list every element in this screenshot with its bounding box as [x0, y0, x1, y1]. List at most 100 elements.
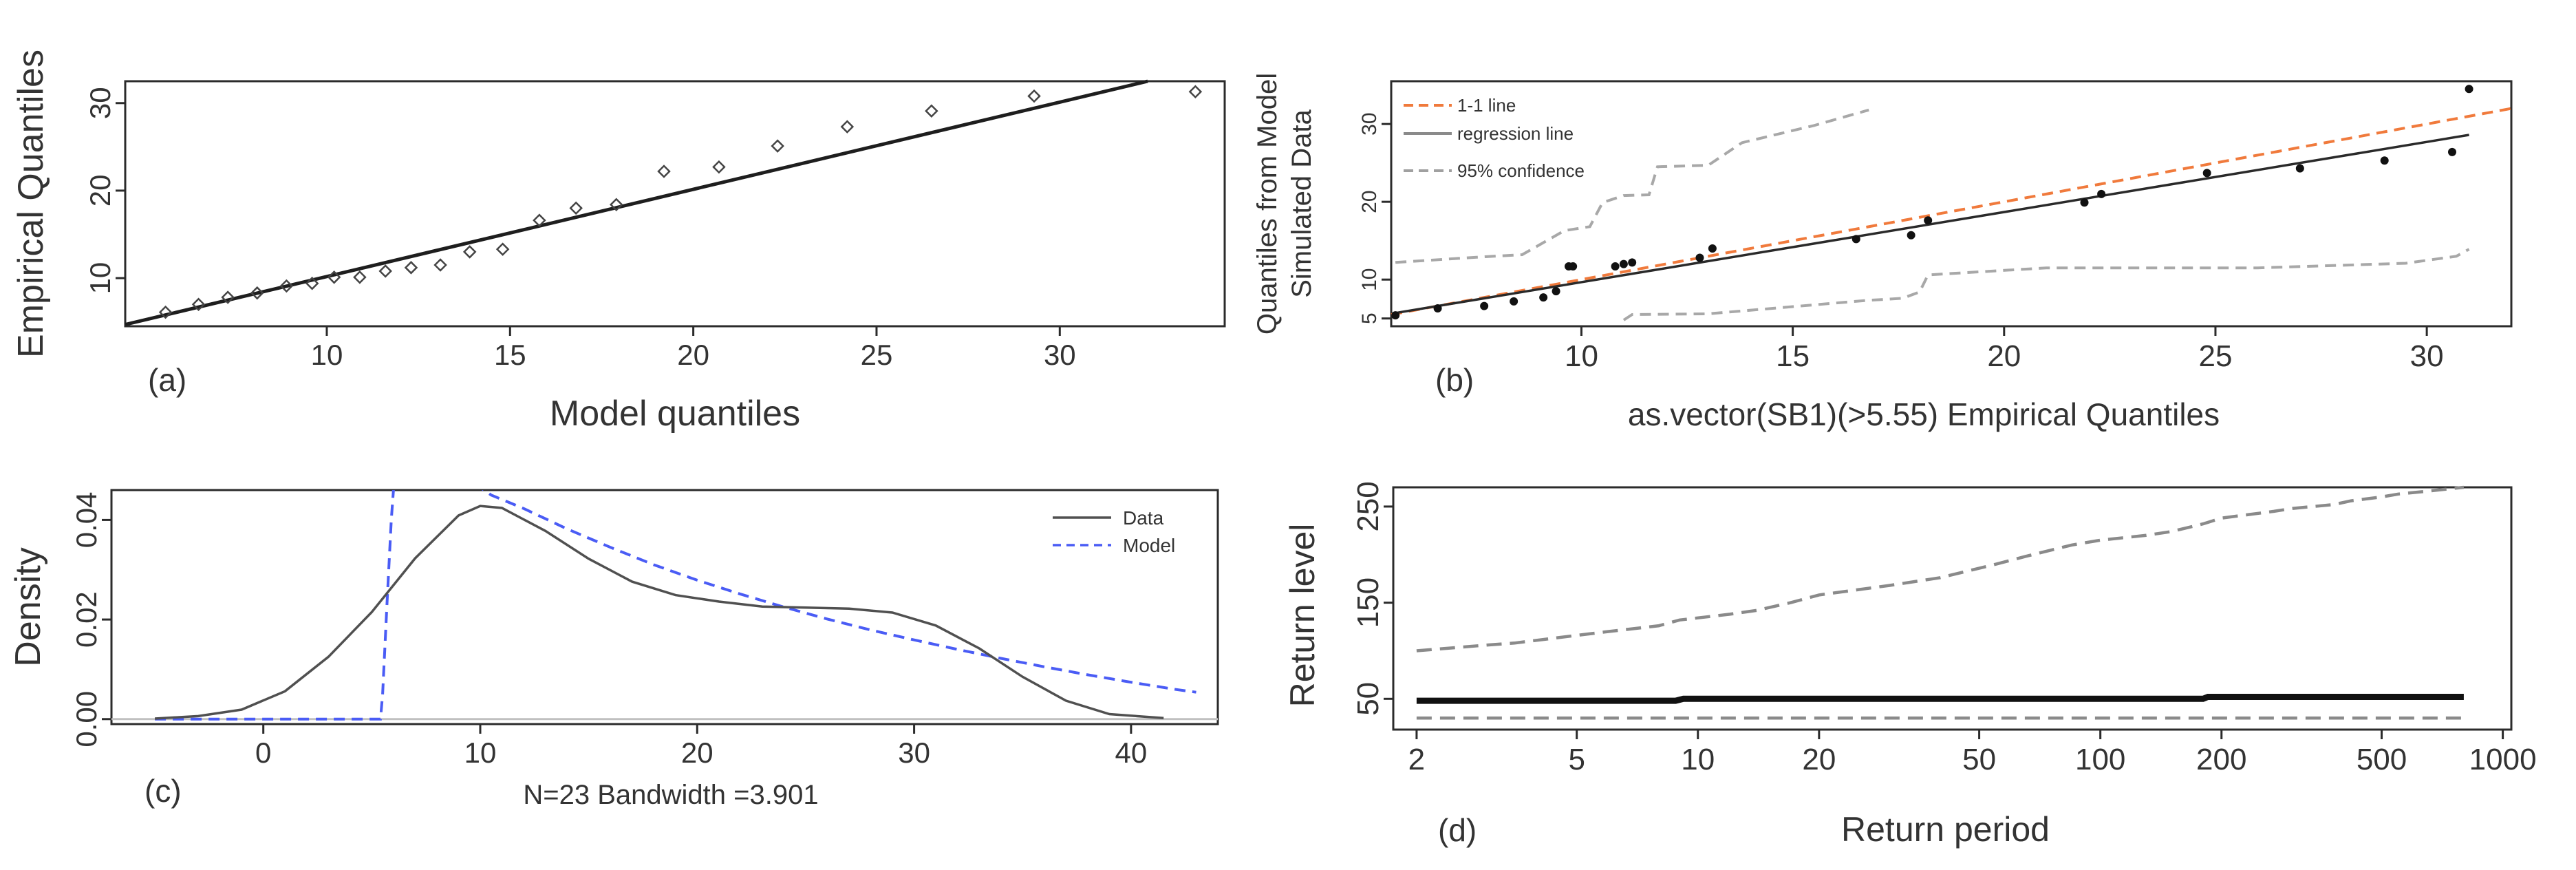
a-data-point	[279, 279, 294, 293]
c-legend-label: Data	[1123, 507, 1164, 529]
a-x-tick-label: 25	[861, 339, 893, 371]
d-x-tick-label: 200	[2196, 743, 2246, 776]
b-x-tick-label: 30	[2410, 339, 2444, 373]
b-upper-confidence-line	[1395, 108, 1869, 264]
a-y-tick-label: 20	[84, 175, 116, 207]
a-y-tick-label: 30	[84, 87, 116, 119]
c-x-axis-label: N=23 Bandwidth =3.901	[523, 780, 818, 810]
b-data-point	[1569, 262, 1578, 270]
a-data-point	[433, 258, 447, 272]
a-x-tick-label: 15	[494, 339, 526, 371]
c-x-tick-label: 10	[464, 736, 497, 769]
a-data-point	[191, 297, 206, 311]
c-x-tick-label: 20	[681, 736, 713, 769]
a-y-tick-label: 10	[84, 262, 116, 295]
b-data-point	[2380, 156, 2389, 165]
b-data-point	[1852, 235, 1860, 244]
b-data-point	[1611, 262, 1620, 270]
b-data-point	[1628, 258, 1637, 267]
b-data-point	[1480, 301, 1489, 310]
c-panel-label: (c)	[144, 773, 182, 809]
a-x-tick-label: 20	[677, 339, 709, 371]
a-x-axis-label: Model quantiles	[550, 394, 800, 434]
b-one-to-one-line	[1391, 107, 2512, 316]
panel-a-qq-plot: 10 15 20 25 30 10 20 30 (a) Model quantiles Empiri…	[11, 50, 1226, 434]
d-panel-label: (d)	[1438, 812, 1477, 848]
c-y-tick-label: 0.02	[70, 591, 103, 648]
a-data-point	[495, 242, 510, 256]
a-data-point	[610, 198, 623, 212]
a-data-point	[250, 286, 264, 300]
d-y-axis-label: Return level	[1283, 524, 1322, 708]
b-panel-label: (b)	[1435, 362, 1474, 398]
b-legend-label: regression line	[1457, 123, 1574, 144]
c-model-density-line	[155, 490, 1196, 721]
b-x-tick-label: 20	[1987, 339, 2021, 373]
b-y-tick-label: 30	[1358, 112, 1381, 135]
c-x-tick-label: 40	[1115, 736, 1148, 769]
a-panel-label: (a)	[148, 362, 186, 398]
a-fit-line	[125, 79, 1148, 326]
b-data-point	[1907, 231, 1915, 240]
b-data-point	[2465, 85, 2473, 94]
a-data-point	[771, 139, 784, 153]
b-lower-confidence-line	[1622, 248, 2470, 321]
c-y-tick-label: 0.04	[70, 492, 103, 549]
b-y-tick-label: 5	[1358, 312, 1381, 324]
d-x-axis-label: Return period	[1841, 810, 2050, 849]
d-y-tick-label: 50	[1351, 682, 1385, 716]
a-y-axis-label: Empirical Quantiles	[11, 50, 51, 358]
b-data-point	[1433, 304, 1442, 313]
a-data-point	[1027, 89, 1041, 103]
d-x-tick-label: 50	[1962, 743, 1996, 776]
d-x-tick-label: 100	[2075, 743, 2125, 776]
c-series-group	[155, 490, 1196, 721]
b-y-tick-label: 20	[1358, 190, 1381, 213]
b-legend-label: 95% confidence	[1457, 160, 1585, 181]
c-data-density-line	[155, 505, 1164, 720]
c-legend-label: Model	[1123, 535, 1175, 556]
b-data-point	[1539, 293, 1548, 302]
b-x-tick-label: 10	[1565, 339, 1598, 373]
panel-c-density-plot: 0 10 20 30 40 0.00 0.02 0.04 Data Model (c) N=23 Ba…	[8, 489, 1219, 810]
a-data-point	[327, 270, 341, 284]
a-data-point	[353, 270, 367, 284]
c-y-tick-label: 0.00	[70, 691, 103, 747]
d-y-tick-label: 250	[1351, 481, 1385, 531]
d-plot-frame	[1392, 486, 2513, 731]
c-y-axis-label: Density	[8, 547, 48, 666]
b-x-axis-label: as.vector(SB1)(>5.55) Empirical Quantile…	[1628, 396, 2220, 432]
d-x-tick-label: 500	[2357, 743, 2407, 776]
d-x-tick-label: 10	[1681, 743, 1715, 776]
d-y-tick-label: 150	[1351, 577, 1385, 628]
b-x-tick-label: 15	[1776, 339, 1810, 373]
a-data-point	[925, 104, 938, 118]
d-x-tick-label: 5	[1568, 743, 1585, 776]
a-plot-frame	[124, 80, 1226, 328]
b-data-point	[1552, 287, 1560, 296]
a-data-point	[657, 165, 671, 178]
b-data-point	[2097, 189, 2106, 198]
a-data-point	[840, 120, 855, 134]
b-y-axis-label-line-1: Quantiles from Model	[1252, 73, 1282, 335]
b-plot-frame	[1390, 80, 2513, 328]
a-data-point	[305, 276, 319, 290]
panel-d-return-level-plot: 2 5 10 20 50 100 200 500 1000 50 150 250 (d) Return p…	[1283, 481, 2537, 849]
d-x-tick-label: 2	[1408, 743, 1425, 776]
b-data-point	[1391, 311, 1400, 320]
c-plot-frame	[110, 489, 1219, 725]
a-data-point	[158, 305, 173, 319]
d-upper-confidence-line	[1416, 485, 2465, 652]
a-data-point	[569, 201, 583, 215]
b-data-point	[1924, 216, 1933, 225]
d-return-level-line	[1416, 694, 2464, 704]
b-data-point	[1510, 297, 1518, 306]
a-x-tick-label: 10	[311, 339, 343, 371]
d-x-tick-label: 1000	[2469, 743, 2537, 776]
b-data-point	[1695, 253, 1704, 262]
b-regression-line	[1395, 134, 2469, 315]
b-x-tick-label: 25	[2198, 339, 2232, 373]
c-x-tick-label: 0	[255, 736, 271, 769]
a-data-point	[712, 160, 726, 174]
